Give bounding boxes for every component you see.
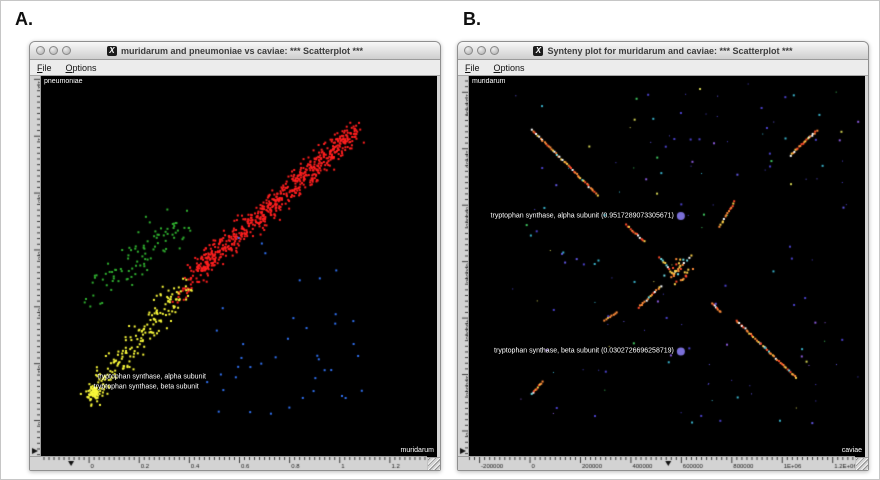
y-axis-label: muridarum <box>472 78 506 85</box>
window-a-horizontal-ruler[interactable] <box>30 456 427 470</box>
window-controls <box>36 46 71 55</box>
window-b: X Synteny plot for muridarum and caviae:… <box>457 41 869 471</box>
x11-icon: X <box>106 45 117 56</box>
menu-options[interactable]: Options <box>493 62 525 73</box>
window-a-vertical-ruler[interactable] <box>30 76 41 457</box>
window-a-plot[interactable]: pneumoniae muridarum tryptophan synthase… <box>41 76 437 457</box>
window-controls <box>464 46 499 55</box>
window-b-horizontal-ruler[interactable] <box>458 456 855 470</box>
y-axis-label: pneumoniae <box>44 78 83 85</box>
x-axis-label: caviae <box>841 447 862 454</box>
window-a-resize-grip[interactable] <box>427 457 440 470</box>
window-a-title-text: muridarum and pneumoniae vs caviae: *** … <box>120 45 364 56</box>
window-b-menubar: File Options <box>458 60 868 76</box>
menu-file[interactable]: File <box>37 62 52 73</box>
window-b-title: X Synteny plot for muridarum and caviae:… <box>458 45 868 56</box>
panel-b-label: B. <box>463 9 481 29</box>
window-a-titlebar[interactable]: X muridarum and pneumoniae vs caviae: **… <box>30 42 440 60</box>
x-axis-label: muridarum <box>400 447 434 454</box>
window-b-vertical-ruler[interactable] <box>458 76 469 457</box>
menu-file[interactable]: File <box>465 62 480 73</box>
window-b-titlebar[interactable]: X Synteny plot for muridarum and caviae:… <box>458 42 868 60</box>
menu-options[interactable]: Options <box>65 62 97 73</box>
close-button[interactable] <box>36 46 45 55</box>
maximize-button[interactable] <box>490 46 499 55</box>
window-a-content: pneumoniae muridarum tryptophan synthase… <box>30 76 440 470</box>
window-b-title-text: Synteny plot for muridarum and caviae: *… <box>547 45 793 56</box>
window-b-resize-grip[interactable] <box>855 457 868 470</box>
minimize-button[interactable] <box>49 46 58 55</box>
window-a-menubar: File Options <box>30 60 440 76</box>
window-a: X muridarum and pneumoniae vs caviae: **… <box>29 41 441 471</box>
window-a-title: X muridarum and pneumoniae vs caviae: **… <box>30 45 440 56</box>
minimize-button[interactable] <box>477 46 486 55</box>
window-b-plot[interactable]: muridarum caviae tryptophan synthase, al… <box>469 76 865 457</box>
window-b-content: muridarum caviae tryptophan synthase, al… <box>458 76 868 470</box>
close-button[interactable] <box>464 46 473 55</box>
panel-a-label: A. <box>15 9 33 29</box>
maximize-button[interactable] <box>62 46 71 55</box>
x11-icon: X <box>533 45 544 56</box>
